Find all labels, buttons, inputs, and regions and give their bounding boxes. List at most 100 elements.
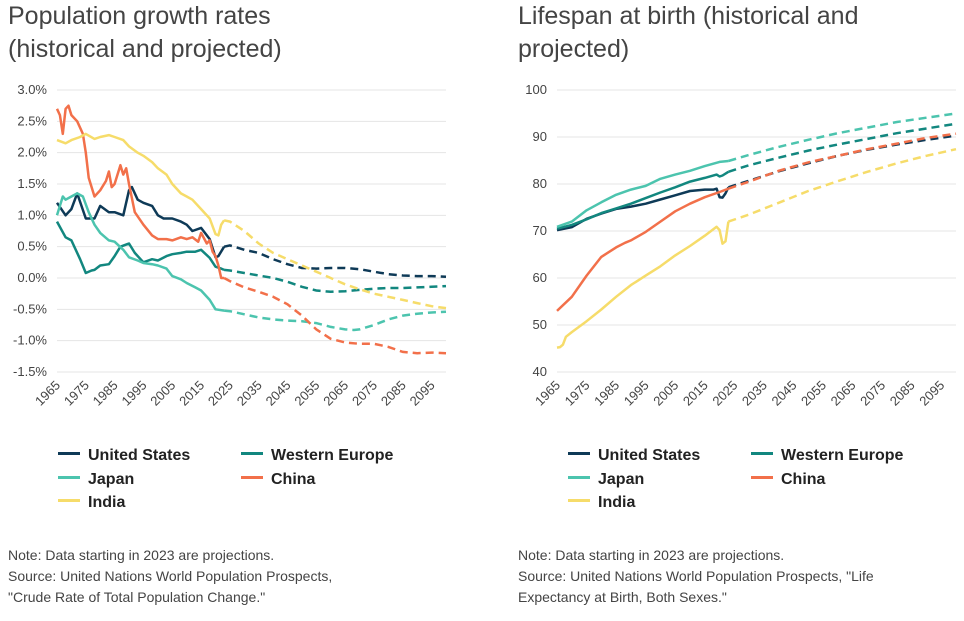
series-line-historical — [556, 187, 729, 312]
series-western-europe — [55, 220, 447, 294]
x-tick-label: 2005 — [147, 378, 178, 409]
series-line-projected — [223, 276, 447, 355]
x-tick-label: 1975 — [562, 378, 593, 409]
source-line-1: Source: United Nations World Population … — [518, 568, 874, 584]
x-tick-label: 2085 — [887, 378, 918, 409]
series-line-historical — [556, 159, 729, 228]
series-line-projected — [223, 309, 447, 332]
series-line-historical — [55, 192, 225, 312]
chart-title: Lifespan at birth (historical and projec… — [518, 0, 958, 66]
gridlines — [557, 89, 956, 373]
x-tick-label: 2015 — [680, 378, 711, 409]
x-tick-label: 2005 — [650, 378, 681, 409]
legend-swatch-japan — [58, 476, 80, 480]
chart-title-line-1: Population growth rates — [8, 2, 271, 30]
x-tick-label: 2055 — [798, 378, 829, 409]
legend-label: China — [781, 471, 826, 488]
series-line-historical — [556, 186, 730, 232]
x-tick-label: 2065 — [828, 378, 859, 409]
y-tick-label: 2.0% — [17, 145, 47, 160]
gridlines — [57, 89, 446, 373]
x-tick-label: 2035 — [234, 378, 265, 409]
legend-swatch-united-states — [568, 452, 590, 456]
series-line-projected — [223, 244, 447, 278]
legend-label: Japan — [598, 471, 645, 488]
legend-swatch-japan — [568, 476, 590, 480]
source-line-1: Source: United Nations World Population … — [8, 568, 333, 584]
series-united-states — [556, 134, 957, 232]
series-line-historical — [556, 221, 730, 349]
x-tick-label: 2025 — [709, 378, 740, 409]
y-tick-label: 0.5% — [17, 239, 47, 254]
x-tick-label: 2025 — [205, 378, 236, 409]
legend-swatch-united-states — [58, 452, 80, 456]
series-line-projected — [223, 219, 447, 310]
legend-swatch-western-europe — [241, 452, 263, 456]
series-line-projected — [728, 122, 957, 173]
legend-item-western-europe: Western Europe — [241, 447, 393, 469]
projection-note: Note: Data starting in 2023 are projecti… — [518, 547, 785, 563]
x-tick-label: 1985 — [591, 378, 622, 409]
legend-swatch-india — [58, 499, 80, 503]
x-tick-label: 2075 — [857, 378, 888, 409]
x-tick-label: 2035 — [739, 378, 770, 409]
legend-item-united-states: United States — [58, 447, 190, 469]
legend-item-india: India — [568, 494, 635, 516]
x-tick-label: 2015 — [176, 378, 207, 409]
legend-item-china: China — [751, 471, 825, 493]
legend-item-india: India — [58, 494, 125, 516]
y-tick-label: 3.0% — [17, 82, 47, 97]
x-tick-label: 1975 — [61, 378, 92, 409]
source-line-2: "Crude Rate of Total Population Change." — [8, 589, 266, 605]
x-tick-label: 2055 — [291, 378, 322, 409]
lifespan-chart: 4050607080901001965197519851995200520152… — [525, 82, 957, 409]
chart-title-line-2: (historical and projected) — [8, 35, 282, 63]
legend-swatch-china — [751, 476, 773, 480]
x-tick-label: 1995 — [119, 378, 150, 409]
x-tick-label: 2065 — [320, 378, 351, 409]
x-tick-label: 2095 — [407, 378, 438, 409]
series-line-historical — [556, 170, 730, 230]
legend-swatch-western-europe — [751, 452, 773, 456]
x-tick-label: 2085 — [378, 378, 409, 409]
x-tick-label: 2075 — [349, 378, 380, 409]
y-tick-label: 90 — [533, 129, 547, 144]
population-growth-panel: Population growth rates (historical and … — [0, 0, 470, 621]
chart-title-line-2: projected) — [518, 35, 630, 63]
chart-note: Note: Data starting in 2023 are projecti… — [518, 545, 958, 608]
y-tick-label: 70 — [533, 223, 547, 238]
legend-label: United States — [598, 447, 701, 464]
legend-item-japan: Japan — [568, 471, 644, 493]
legend-label: India — [598, 494, 636, 511]
series-china — [55, 104, 447, 355]
y-tick-label: 50 — [533, 317, 547, 332]
projection-note: Note: Data starting in 2023 are projecti… — [8, 547, 275, 563]
y-tick-label: 0.0% — [17, 270, 47, 285]
series-line-projected — [728, 112, 957, 163]
x-tick-label: 1965 — [532, 378, 563, 409]
x-tick-label: 2095 — [916, 378, 947, 409]
legend-label: Western Europe — [271, 447, 394, 464]
legend-swatch-india — [568, 499, 590, 503]
series-line-projected — [727, 147, 957, 223]
y-tick-label: -0.5% — [13, 301, 47, 316]
chart-title: Population growth rates (historical and … — [8, 0, 448, 66]
series-japan — [55, 192, 447, 332]
population-growth-chart: -1.5% -1.0% -0.5% 0.0% 0.5% 1.0% 1.5% 2.0% 2.5% 3… — [13, 82, 447, 409]
series-india — [556, 147, 957, 349]
chart-title-line-1: Lifespan at birth (historical and — [518, 2, 859, 30]
legend-label: China — [271, 471, 316, 488]
series-line-historical — [56, 132, 226, 237]
y-tick-label: 2.5% — [17, 113, 47, 128]
legend-item-united-states: United States — [568, 447, 700, 469]
y-tick-label: -1.5% — [13, 364, 47, 379]
source-line-2: Expectancy at Birth, Both Sexes." — [518, 589, 727, 605]
series-line-historical — [55, 185, 226, 259]
legend-swatch-china — [241, 476, 263, 480]
legend-label: Japan — [88, 471, 135, 488]
x-tick-label: 2045 — [769, 378, 800, 409]
legend-label: Western Europe — [781, 447, 904, 464]
series-western-europe — [556, 122, 957, 230]
legend-item-china: China — [241, 471, 315, 493]
x-tick-label: 1995 — [621, 378, 652, 409]
